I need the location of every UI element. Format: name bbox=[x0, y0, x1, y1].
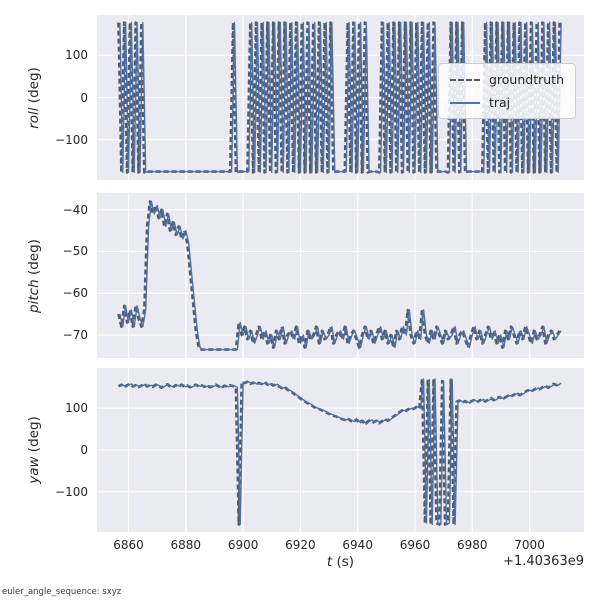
axis-offset-text: +1.40363e9 bbox=[503, 554, 584, 569]
x-tick-label: 6900 bbox=[227, 538, 259, 552]
x-tick-label: 7000 bbox=[514, 538, 545, 552]
roll-axis-label-column: roll (deg) bbox=[17, 15, 51, 180]
y-tick-label: −100 bbox=[55, 484, 88, 499]
pitch-plot-area bbox=[97, 193, 584, 358]
roll-y-axis-label: roll (deg) bbox=[26, 66, 42, 129]
x-tick-label: 6960 bbox=[399, 538, 431, 552]
pitch-axis-label-column: pitch (deg) bbox=[17, 193, 51, 358]
legend-label-groundtruth: groundtruth bbox=[488, 72, 564, 87]
x-tick-label: 6920 bbox=[285, 538, 316, 552]
traj-line-sample bbox=[449, 101, 480, 104]
x-tick-label: 6940 bbox=[342, 538, 373, 552]
y-tick-label: 0 bbox=[80, 443, 88, 457]
yaw-y-axis-label: yaw (deg) bbox=[26, 416, 42, 484]
x-tick-label: 6880 bbox=[170, 538, 202, 552]
legend-label-traj: traj bbox=[488, 95, 511, 110]
legend-item-traj: traj bbox=[449, 95, 564, 110]
y-tick-label: 100 bbox=[65, 401, 88, 416]
footnote-euler-sequence: euler_angle_sequence: sxyz bbox=[2, 587, 122, 597]
legend-item-groundtruth: groundtruth bbox=[449, 72, 564, 87]
y-tick-label: −70 bbox=[62, 328, 88, 343]
y-tick-label: −50 bbox=[62, 244, 88, 259]
subplot-yaw: yaw (deg) −100 0 100 6860 6880 6900 6920 6940 69… bbox=[26, 368, 584, 551]
yaw-axis-label-column: yaw (deg) bbox=[17, 368, 51, 532]
y-tick-label: −60 bbox=[62, 286, 88, 301]
groundtruth-line-sample bbox=[449, 78, 480, 81]
pitch-y-axis-label: pitch (deg) bbox=[26, 238, 42, 313]
subplot-roll: roll (deg) groundtruth traj −100 0 100 bbox=[26, 15, 584, 180]
y-tick-label: 0 bbox=[80, 90, 88, 105]
subplot-pitch: pitch (deg) −40 −50 −60 −70 bbox=[26, 193, 584, 358]
x-axis-label: t (s) bbox=[326, 554, 355, 570]
y-tick-label: −40 bbox=[62, 202, 88, 217]
y-tick-label: 100 bbox=[65, 48, 88, 63]
x-tick-label: 6860 bbox=[113, 538, 144, 552]
yaw-plot-area bbox=[97, 368, 584, 532]
legend: groundtruth traj bbox=[437, 63, 576, 119]
x-tick-label: 6980 bbox=[456, 538, 488, 552]
y-tick-label: −100 bbox=[55, 132, 88, 147]
